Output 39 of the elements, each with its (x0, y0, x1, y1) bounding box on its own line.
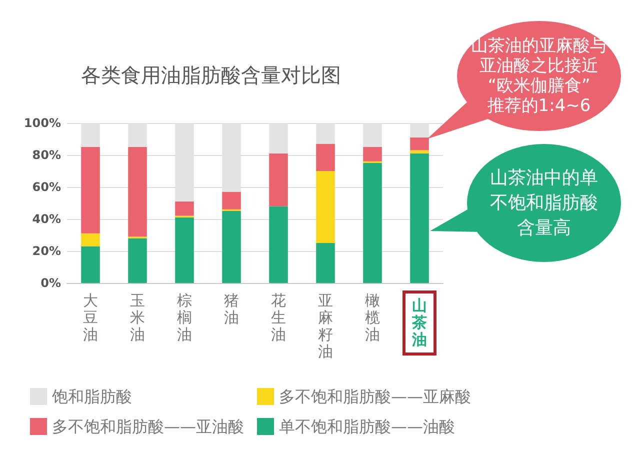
bar (316, 243, 335, 283)
bar (128, 147, 147, 237)
bar (316, 171, 335, 243)
bar (269, 206, 288, 283)
bar (363, 163, 382, 283)
x-tick-label: 大豆油 (83, 292, 98, 344)
bar (269, 153, 288, 206)
text: 山茶油中的单不饱和脂肪酸含量高 (489, 166, 599, 240)
y-tick-label: 40% (32, 212, 61, 226)
x-tick-label: 猪油 (224, 292, 239, 326)
bar (81, 246, 100, 283)
bar (363, 147, 382, 162)
y-tick-label: 100% (24, 116, 61, 130)
bar (175, 201, 194, 216)
legend-label: 饱和脂肪酸 (51, 387, 132, 406)
bar (316, 144, 335, 171)
bar (81, 147, 100, 234)
x-tick-label: 亚麻籽油 (318, 292, 333, 360)
y-tick-label: 80% (32, 148, 61, 162)
legend-label: 多不饱和脂肪酸——亚麻酸 (279, 387, 471, 406)
x-tick-label: 花生油 (271, 292, 286, 344)
bar (222, 192, 241, 210)
bar (128, 238, 147, 283)
x-tick-label: 山茶油 (411, 296, 427, 348)
chart-title: 各类食用油脂肪酸含量对比图 (81, 63, 341, 87)
bar (410, 153, 429, 283)
bar (175, 217, 194, 283)
y-tick-label: 20% (32, 244, 61, 258)
y-tick-label: 0% (40, 276, 61, 290)
x-tick-label: 橄榄油 (365, 292, 380, 344)
x-tick-label: 棕榈油 (177, 292, 192, 344)
bar (410, 137, 429, 150)
x-tick-label: 玉米油 (130, 292, 145, 344)
bar (410, 150, 429, 154)
bar (222, 211, 241, 283)
y-tick-label: 60% (32, 180, 61, 194)
legend-label: 多不饱和脂肪酸——亚油酸 (52, 417, 244, 436)
legend-label: 单不饱和脂肪酸——油酸 (279, 417, 455, 436)
bar (81, 233, 100, 246)
